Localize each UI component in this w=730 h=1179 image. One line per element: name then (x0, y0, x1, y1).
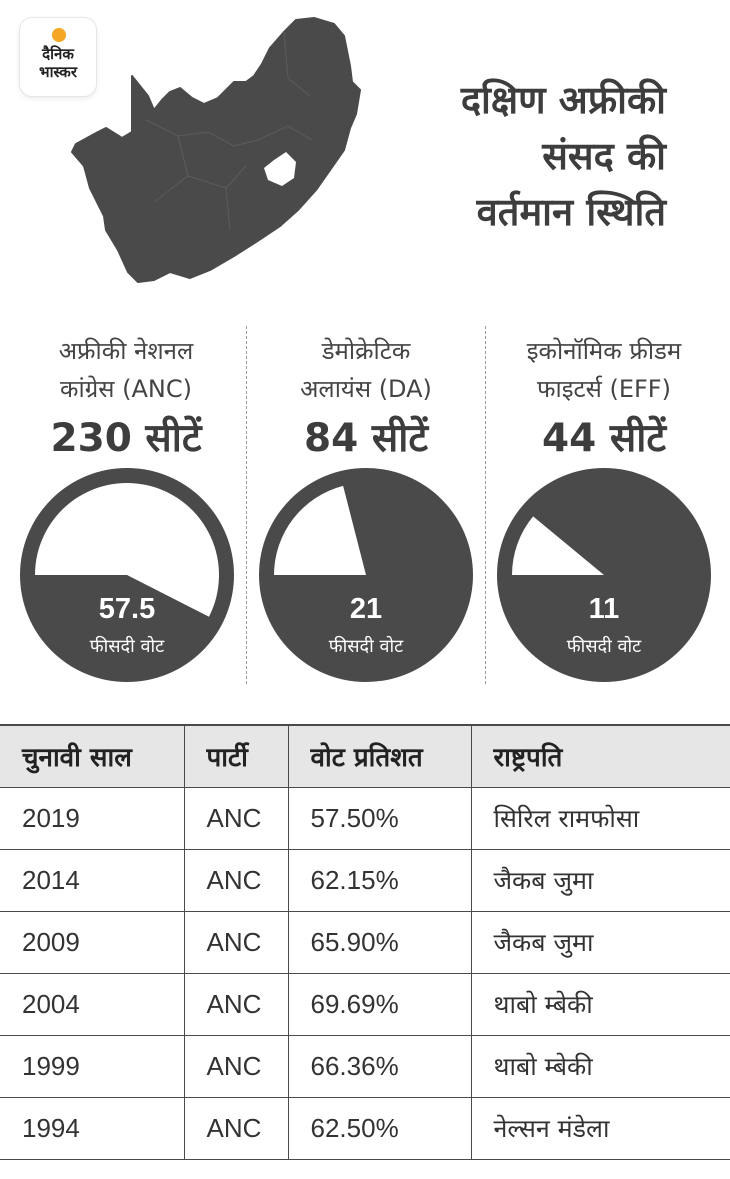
vote-percent-value: 21 (350, 593, 382, 625)
table-row: 1999 ANC 66.36% थाबो म्बेकी (0, 1035, 730, 1098)
vote-share-slice (512, 516, 604, 575)
header-election-year: चुनावी साल (0, 724, 184, 788)
brand-line-2: भास्कर (39, 63, 77, 81)
cell-party: ANC (183, 973, 288, 1036)
cell-president: थाबो म्बेकी (470, 1035, 730, 1098)
vote-percent-value: 11 (589, 593, 620, 625)
cell-vote-percent: 62.50% (287, 1097, 471, 1160)
cell-party: ANC (183, 787, 288, 850)
cell-party: ANC (183, 1035, 288, 1098)
cell-year: 2004 (0, 973, 184, 1036)
party-name-line-1: अफ्रीकी नेशनल (58, 337, 194, 365)
cell-party: ANC (183, 911, 288, 974)
header-president: राष्ट्रपति (470, 724, 730, 788)
vote-percent-label: फीसदी वोट (567, 635, 642, 657)
title-line-1: दक्षिण अफ्रीकी (460, 78, 666, 122)
cell-party: ANC (183, 849, 288, 912)
vote-percent-label: फीसदी वोट (329, 635, 404, 657)
seat-count: 44 सीटें (542, 416, 666, 461)
seat-count: 230 सीटें (50, 416, 202, 461)
column-separator (485, 326, 486, 684)
party-name-line-2: कांग्रेस (ANC) (60, 375, 192, 403)
cell-vote-percent: 65.90% (287, 911, 471, 974)
party-name-line-2: फाइटर्स (EFF) (537, 375, 671, 403)
party-column-da: डेमोक्रेटिक अलायंस (DA) 84 सीटें (248, 332, 484, 464)
title-line-2: संसद की (542, 134, 666, 178)
cell-president: थाबो म्बेकी (470, 973, 730, 1036)
cell-vote-percent: 66.36% (287, 1035, 471, 1098)
south-africa-map (71, 17, 361, 283)
table-row: 2014 ANC 62.15% जैकब जुमा (0, 849, 730, 912)
party-name-line-1: इकोनॉमिक फ्रीडम (526, 337, 682, 365)
cell-year: 1999 (0, 1035, 184, 1098)
cell-president: जैकब जुमा (470, 911, 730, 974)
header-vote-percent: वोट प्रतिशत (287, 724, 471, 788)
cell-vote-percent: 69.69% (287, 973, 471, 1036)
cell-year: 1994 (0, 1097, 184, 1160)
cell-vote-percent: 62.15% (287, 849, 471, 912)
vote-share-pie-da: 21 फीसदी वोट (259, 468, 473, 682)
vote-percent-value: 57.5 (99, 593, 155, 625)
vote-percent-label: फीसदी वोट (90, 635, 165, 657)
vote-share-slice (274, 485, 366, 575)
page-title: दक्षिण अफ्रीकी संसद की वर्तमान स्थिति (346, 72, 666, 240)
cell-year: 2019 (0, 787, 184, 850)
election-history-table: चुनावी साल पार्टी वोट प्रतिशत राष्ट्रपति… (0, 724, 730, 1160)
cell-year: 2009 (0, 911, 184, 974)
column-separator (246, 326, 247, 684)
party-name-line-1: डेमोक्रेटिक (321, 337, 411, 365)
vote-share-pie-anc: 57.5 फीसदी वोट (20, 468, 234, 682)
cell-president: जैकब जुमा (470, 849, 730, 912)
cell-party: ANC (183, 1097, 288, 1160)
party-column-eff: इकोनॉमिक फ्रीडम फाइटर्स (EFF) 44 सीटें (486, 332, 722, 464)
header-party: पार्टी (183, 724, 288, 788)
cell-year: 2014 (0, 849, 184, 912)
cell-president: सिरिल रामफोसा (470, 787, 730, 850)
vote-share-slice (35, 482, 220, 617)
vote-share-pie-eff: 11 फीसदी वोट (497, 468, 711, 682)
cell-vote-percent: 57.50% (287, 787, 471, 850)
sun-icon (52, 28, 66, 42)
table-row: 1994 ANC 62.50% नेल्सन मंडेला (0, 1097, 730, 1160)
table-row: 2019 ANC 57.50% सिरिल रामफोसा (0, 787, 730, 850)
table-row: 2004 ANC 69.69% थाबो म्बेकी (0, 973, 730, 1036)
brand-line-1: दैनिक (42, 45, 74, 63)
table-header-row: चुनावी साल पार्टी वोट प्रतिशत राष्ट्रपति (0, 724, 730, 788)
party-name-line-2: अलायंस (DA) (300, 375, 432, 403)
seat-count: 84 सीटें (304, 416, 428, 461)
cell-president: नेल्सन मंडेला (470, 1097, 730, 1160)
party-column-anc: अफ्रीकी नेशनल कांग्रेस (ANC) 230 सीटें (8, 332, 244, 464)
table-row: 2009 ANC 65.90% जैकब जुमा (0, 911, 730, 974)
title-line-3: वर्तमान स्थिति (476, 190, 666, 234)
brand-logo: दैनिक भास्कर (20, 18, 96, 96)
